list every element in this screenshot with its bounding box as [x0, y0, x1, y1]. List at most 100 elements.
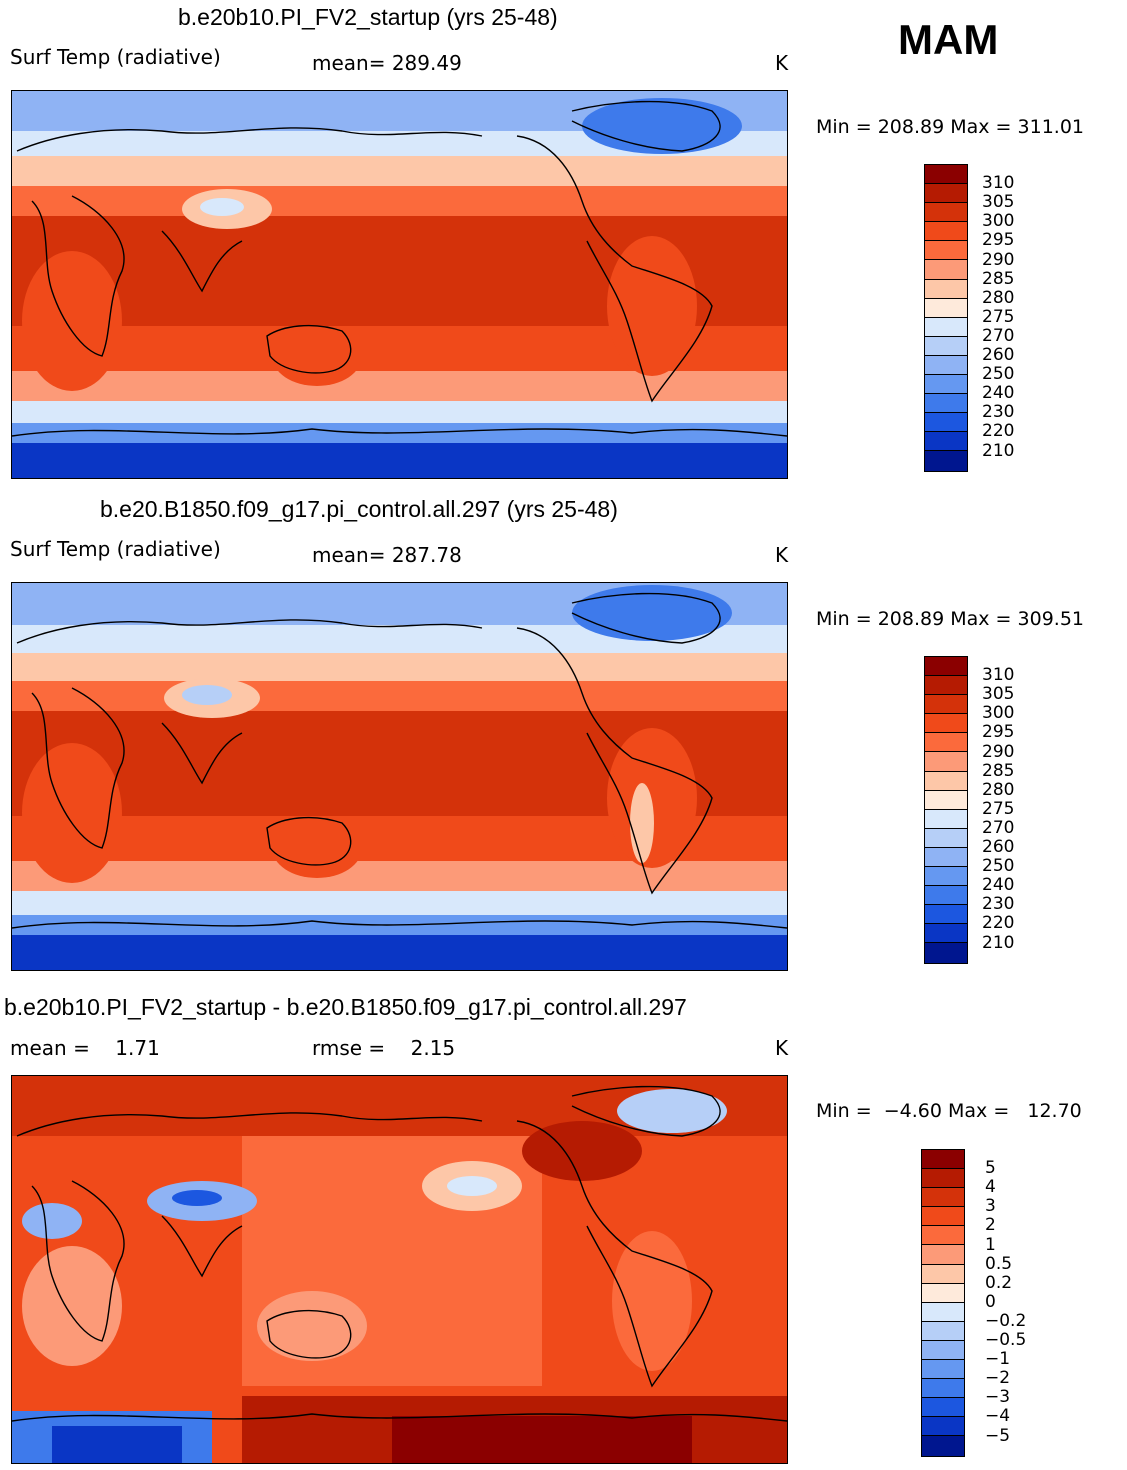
coastline-antarctica — [12, 920, 787, 929]
colorbar-swatch — [925, 924, 967, 944]
band-antarctica — [12, 935, 787, 970]
colorbar-swatch — [925, 886, 967, 906]
colorbar-swatch — [925, 222, 967, 242]
coastline-americas — [516, 627, 713, 895]
band-midlat-south — [12, 861, 787, 891]
panel-1-variable-label: Surf Temp (radiative) — [10, 45, 221, 69]
africa-feature — [22, 251, 122, 391]
tibet-core — [182, 685, 232, 705]
colorbar-tick-label: 260 — [982, 345, 1015, 365]
coastline-australia — [266, 1309, 352, 1359]
colorbar-tick-label: 240 — [982, 875, 1015, 896]
panel-3-mean-label: mean = 1.71 — [10, 1036, 160, 1060]
panel-2-units: K — [775, 543, 789, 567]
colorbar-swatch — [925, 394, 967, 414]
colorbar-tick-label: −0.2 — [985, 1310, 1027, 1331]
colorbar-swatch — [925, 184, 967, 204]
colorbar-swatch — [925, 695, 967, 715]
colorbar-tick-label: 305 — [982, 192, 1015, 213]
diff-tibet-core — [172, 1190, 222, 1206]
colorbar-swatch — [925, 905, 967, 925]
coastline-eurasia — [16, 1112, 483, 1137]
colorbar-tick-label: 310 — [982, 173, 1015, 194]
colorbar-swatch — [925, 165, 967, 185]
colorbar-swatch — [922, 1340, 964, 1361]
colorbar-tick-label: 5 — [985, 1158, 996, 1179]
colorbar-swatch — [925, 432, 967, 452]
colorbar-swatch — [925, 714, 967, 734]
colorbar-tick-label: 300 — [982, 211, 1015, 232]
colorbar-tick-label: 260 — [982, 837, 1015, 857]
colorbar-swatch — [925, 809, 967, 829]
coastline-africa — [31, 195, 125, 357]
colorbar-tick-label: 220 — [982, 421, 1015, 442]
coastline-africa — [31, 1180, 125, 1342]
coastline-americas — [516, 135, 713, 403]
tibet-core — [200, 198, 244, 216]
panel-2-field — [12, 583, 787, 970]
panel-1-field — [12, 91, 787, 478]
colorbar-tick-label: 0.5 — [985, 1253, 1013, 1274]
band-midlat-south — [12, 371, 787, 401]
australia-feature — [272, 818, 362, 878]
south-america-feature — [607, 728, 697, 868]
colorbar-swatch — [925, 375, 967, 395]
colorbar-swatch — [925, 451, 967, 471]
colorbar-tick-label: 280 — [982, 287, 1015, 308]
colorbar-tick-label: −1 — [985, 1349, 1011, 1370]
colorbar-tick-label: −2 — [985, 1368, 1011, 1389]
colorbar-swatch — [922, 1379, 964, 1399]
colorbar-tick-label: 305 — [982, 684, 1015, 705]
colorbar-tick-label: 0 — [985, 1291, 996, 1312]
colorbar-tick-label: −0.5 — [985, 1330, 1027, 1350]
colorbar-tick-label: 285 — [982, 760, 1015, 781]
panel-1-mean-label: mean= 289.49 — [312, 51, 462, 75]
australia-feature — [272, 326, 362, 386]
coastline-australia — [266, 816, 352, 866]
diff-south-america — [612, 1231, 692, 1371]
greenland-feature — [582, 98, 742, 154]
colorbar-swatch — [925, 867, 967, 887]
panel-3-title: b.e20b10.PI_FV2_startup - b.e20.B1850.f0… — [4, 994, 687, 1020]
colorbar-swatch — [922, 1321, 964, 1341]
colorbar-tick-label: 220 — [982, 913, 1015, 934]
coastline-south-asia — [161, 1215, 243, 1278]
colorbar-tick-label: 290 — [982, 741, 1015, 762]
colorbar-tick-label: 275 — [982, 306, 1015, 327]
panel-2-map — [11, 582, 788, 971]
band-southern-ocean — [12, 891, 787, 915]
coastline-greenland — [571, 592, 721, 644]
band-subtropic-north — [12, 186, 787, 216]
colorbar-swatch — [922, 1264, 964, 1284]
coastline-australia — [266, 324, 352, 374]
diff-africa — [22, 1246, 122, 1366]
colorbar-tick-label: 295 — [982, 230, 1015, 251]
colorbar-swatch — [925, 657, 967, 677]
colorbar-swatch — [925, 733, 967, 753]
colorbar-tick-label: −4 — [985, 1406, 1011, 1427]
colorbar-swatch — [925, 241, 967, 261]
coastline-greenland — [571, 1085, 721, 1137]
diff-north-pacific-core — [447, 1176, 497, 1196]
panel-1-map — [11, 90, 788, 479]
colorbar-tick-label: 295 — [982, 722, 1015, 743]
band-southern-ocean — [12, 401, 787, 423]
andes-feature — [630, 783, 654, 863]
colorbar-swatch — [922, 1398, 964, 1418]
panel-3-map — [11, 1075, 788, 1464]
colorbar-tick-label: 270 — [982, 325, 1015, 346]
colorbar-swatch — [922, 1207, 964, 1227]
panel-2-mean-label: mean= 287.78 — [312, 543, 462, 567]
colorbar-swatch — [922, 1302, 964, 1322]
colorbar-swatch — [925, 790, 967, 810]
colorbar-tick-label: 280 — [982, 779, 1015, 800]
colorbar-tick-label: 275 — [982, 798, 1015, 819]
colorbar-tick-label: 230 — [982, 402, 1015, 423]
colorbar-tick-label: 240 — [982, 383, 1015, 404]
colorbar-swatch — [922, 1360, 964, 1380]
coastline-south-asia — [161, 722, 243, 785]
coastline-eurasia — [16, 619, 483, 644]
colorbar-tick-label: 310 — [982, 665, 1015, 686]
colorbar-swatch — [922, 1226, 964, 1246]
colorbar-swatch — [925, 336, 967, 356]
